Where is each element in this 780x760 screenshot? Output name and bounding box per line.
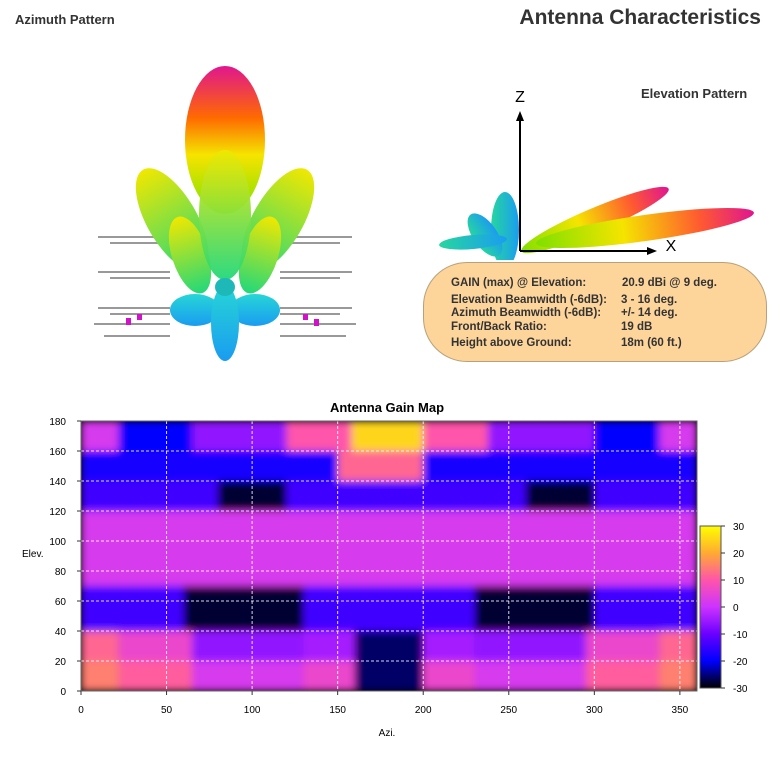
heatmap-cell [659, 661, 697, 691]
y-axis-ticks: 0 20 40 60 80 100 120 140 160 180 [49, 417, 81, 698]
heatmap-cell [303, 631, 355, 661]
heatmap-cell [81, 511, 697, 586]
x-axis-label: Azi. [379, 728, 396, 739]
colorbar-tick-label: -20 [733, 657, 748, 668]
heatmap-cell [525, 481, 595, 511]
info-label: Azimuth Beamwidth (-6dB): [451, 307, 602, 319]
colorbar-tick-label: 10 [733, 576, 745, 587]
heatmap-cell [594, 586, 697, 631]
y-tick-label: 0 [60, 687, 66, 698]
info-label: GAIN (max) @ Elevation: [451, 277, 587, 289]
heatmap-cell [192, 631, 304, 661]
azimuth-pattern-figure [94, 66, 356, 361]
chart-title: Antenna Gain Map [330, 400, 444, 415]
heatmap-cell [337, 451, 424, 481]
antenna-gain-map: Antenna Gain Map 0 50 100 150 200 250 300 350 0… [22, 400, 748, 739]
azimuth-pattern-title: Azimuth Pattern [15, 12, 115, 27]
colorbar-tick-label: 30 [733, 522, 745, 533]
antenna-elements-left [94, 236, 170, 337]
heatmap-cell [474, 661, 586, 691]
heatmap-cell [354, 661, 424, 691]
info-label: Elevation Beamwidth (-6dB): [451, 294, 607, 306]
x-tick-label: 0 [78, 705, 84, 716]
elevation-pattern-title: Elevation Pattern [641, 86, 748, 101]
heatmap-cell [594, 421, 660, 451]
colorbar-tick-label: -10 [733, 630, 748, 641]
x-tick-label: 350 [672, 705, 689, 716]
heatmap-cell [81, 631, 119, 661]
heatmap-cell [423, 631, 475, 661]
info-value: 19 dB [621, 321, 653, 333]
elevation-main-lobe [536, 207, 754, 249]
heatmap-cell [192, 421, 287, 451]
y-tick-label: 80 [55, 567, 67, 578]
x-tick-label: 50 [161, 705, 173, 716]
heatmap-cell [118, 421, 193, 451]
heatmap-cell [183, 586, 304, 631]
z-axis-label: Z [515, 89, 525, 106]
heatmap-cell [354, 631, 424, 661]
y-tick-label: 180 [49, 417, 66, 428]
heatmap-cell [118, 631, 193, 661]
heatmap-cell [351, 421, 424, 451]
heatmap-cell [303, 661, 355, 691]
x-tick-label: 200 [415, 705, 432, 716]
x-tick-label: 100 [244, 705, 261, 716]
elevation-pattern-figure: Z X [439, 89, 754, 260]
x-tick-label: 250 [500, 705, 517, 716]
antenna-info-box: GAIN (max) @ Elevation: 20.9 dBi @ 9 deg… [423, 262, 767, 362]
heatmap-cell [585, 631, 660, 661]
heatmap-cell [659, 421, 697, 451]
info-value: 18m (60 ft.) [621, 337, 682, 349]
page-title: Antenna Characteristics [519, 6, 761, 29]
colorbar-tick-label: 0 [733, 603, 739, 614]
heatmap-grid [81, 421, 697, 691]
heatmap-cell [474, 586, 595, 631]
back-lobe [211, 285, 239, 361]
heatmap-cell [423, 661, 475, 691]
heatmap-cell [81, 661, 119, 691]
info-value: +/- 14 deg. [621, 307, 678, 319]
heatmap-cell [594, 481, 697, 511]
heatmap-cell [423, 421, 489, 451]
heatmap-cell [192, 661, 304, 691]
y-tick-label: 20 [55, 657, 67, 668]
x-tick-label: 300 [586, 705, 603, 716]
info-value: 20.9 dBi @ 9 deg. [622, 277, 717, 289]
y-tick-label: 160 [49, 447, 66, 458]
heatmap-cell [81, 481, 218, 511]
info-label: Front/Back Ratio: [451, 321, 547, 333]
y-tick-label: 40 [55, 627, 67, 638]
heatmap-cell [474, 631, 586, 661]
y-tick-label: 60 [55, 597, 67, 608]
heatmap-cell [118, 661, 193, 691]
heatmap-cell [303, 586, 475, 631]
heatmap-cells [81, 421, 697, 691]
colorbar [699, 525, 722, 689]
heatmap-cell [488, 421, 595, 451]
heatmap-cell [286, 421, 352, 451]
x-axis-label: X [666, 238, 677, 255]
colorbar-ticks: 30 20 10 0 -10 -20 -30 [721, 522, 748, 695]
heatmap-cell [659, 631, 697, 661]
colorbar-tick-label: 20 [733, 549, 745, 560]
y-axis-label: Elev. [22, 549, 44, 560]
y-tick-label: 120 [49, 507, 66, 518]
x-tick-label: 150 [329, 705, 346, 716]
heatmap-cell [423, 451, 697, 481]
heatmap-cell [81, 586, 184, 631]
heatmap-cell [81, 451, 338, 481]
y-tick-label: 100 [49, 537, 66, 548]
x-axis-ticks: 0 50 100 150 200 250 300 350 [78, 691, 689, 716]
info-value: 3 - 16 deg. [621, 294, 678, 306]
heatmap-cell [585, 661, 660, 691]
elevation-back-lobe [439, 234, 507, 250]
y-tick-label: 140 [49, 477, 66, 488]
heatmap-cell [286, 481, 526, 511]
heatmap-cell [81, 421, 119, 451]
info-label: Height above Ground: [451, 337, 572, 349]
colorbar-tick-label: -30 [733, 684, 748, 695]
